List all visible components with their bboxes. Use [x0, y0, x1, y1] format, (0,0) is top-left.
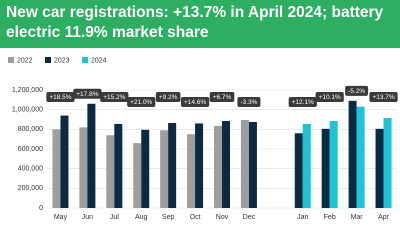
x-tick-label: Sep: [162, 214, 175, 221]
bar: [302, 123, 311, 208]
change-label-box: [315, 92, 344, 102]
bar: [106, 135, 115, 208]
bar: [383, 118, 392, 208]
bar: [294, 133, 303, 208]
change-label: +15.2%: [103, 94, 125, 101]
change-label-box: [237, 97, 261, 107]
page: New car registrations: +13.7% in April 2…: [0, 0, 400, 221]
x-tick-label: Aug: [135, 214, 148, 221]
x-tick-label: Mar: [351, 214, 364, 221]
change-label-box: [127, 97, 156, 107]
change-label: +21.0%: [130, 99, 152, 106]
change-label-box: [73, 88, 102, 99]
change-label: -5.2%: [348, 88, 365, 95]
chart: 2022 2023 2024 0 200,000 400,000 600,000 800,00…: [8, 57, 398, 221]
bar: [114, 123, 123, 208]
change-label: +14.6%: [184, 99, 206, 106]
change-label: +12.1%: [292, 99, 314, 106]
change-label: +9.2%: [159, 94, 178, 101]
bar: [79, 127, 88, 208]
bar: [168, 122, 177, 208]
bar: [375, 128, 384, 208]
bar: [356, 106, 365, 208]
change-label-box: [369, 92, 398, 102]
change-label-box: [155, 92, 181, 102]
bar: [329, 120, 338, 208]
legend-swatch: [82, 57, 88, 63]
header: [0, 0, 400, 48]
change-label: +17.8%: [76, 91, 98, 98]
change-label: -3.3%: [240, 99, 257, 106]
bar: [52, 129, 61, 208]
x-tick-label: Jul: [110, 214, 119, 221]
bar: [141, 129, 150, 208]
x-tick-label: Apr: [378, 214, 390, 221]
bar: [195, 123, 204, 208]
bar: [60, 115, 69, 208]
legend-swatch: [8, 57, 14, 63]
bar: [187, 134, 196, 208]
change-label: +10.1%: [319, 94, 341, 101]
bar: [240, 119, 249, 208]
bar: [248, 121, 257, 208]
x-tick-label: Jun: [82, 214, 93, 221]
y-tick-label: 800,000: [18, 126, 43, 133]
legend-swatch: [45, 57, 51, 63]
chart-title: New car registrations: +13.7% in April 2…: [6, 4, 384, 41]
bar: [160, 130, 169, 208]
x-tick-label: Jan: [297, 214, 308, 221]
change-label-box: [288, 97, 317, 107]
change-label: +6.7%: [213, 94, 232, 101]
change-label-box: [46, 92, 75, 102]
y-tick-label: 600,000: [18, 146, 43, 153]
x-tick-label: Nov: [216, 214, 229, 221]
change-label-box: [100, 92, 129, 102]
x-tick-label: May: [54, 214, 68, 221]
y-tick-label: 1,000,000: [12, 107, 43, 114]
change-label-box: [180, 97, 210, 107]
y-tick-label: 1,200,000: [12, 87, 43, 94]
bar: [214, 125, 222, 208]
x-tick-label: Feb: [324, 214, 336, 221]
bar: [348, 100, 357, 208]
change-label: +13.7%: [372, 94, 394, 101]
legend-label: 2022: [17, 57, 33, 64]
change-label-box: [345, 85, 369, 96]
y-tick-label: 0: [39, 205, 43, 212]
change-label: +18.5%: [49, 94, 71, 101]
bar: [222, 120, 230, 208]
x-tick-label: Oct: [190, 214, 201, 221]
y-tick-label: 200,000: [18, 185, 43, 192]
x-tick-label: Dec: [243, 214, 256, 221]
bar: [321, 128, 330, 208]
bar: [87, 103, 96, 208]
change-label-box: [209, 92, 235, 102]
bar: [133, 143, 142, 208]
legend-label: 2024: [91, 57, 107, 64]
y-tick-label: 400,000: [18, 166, 43, 173]
legend-label: 2023: [54, 57, 70, 64]
